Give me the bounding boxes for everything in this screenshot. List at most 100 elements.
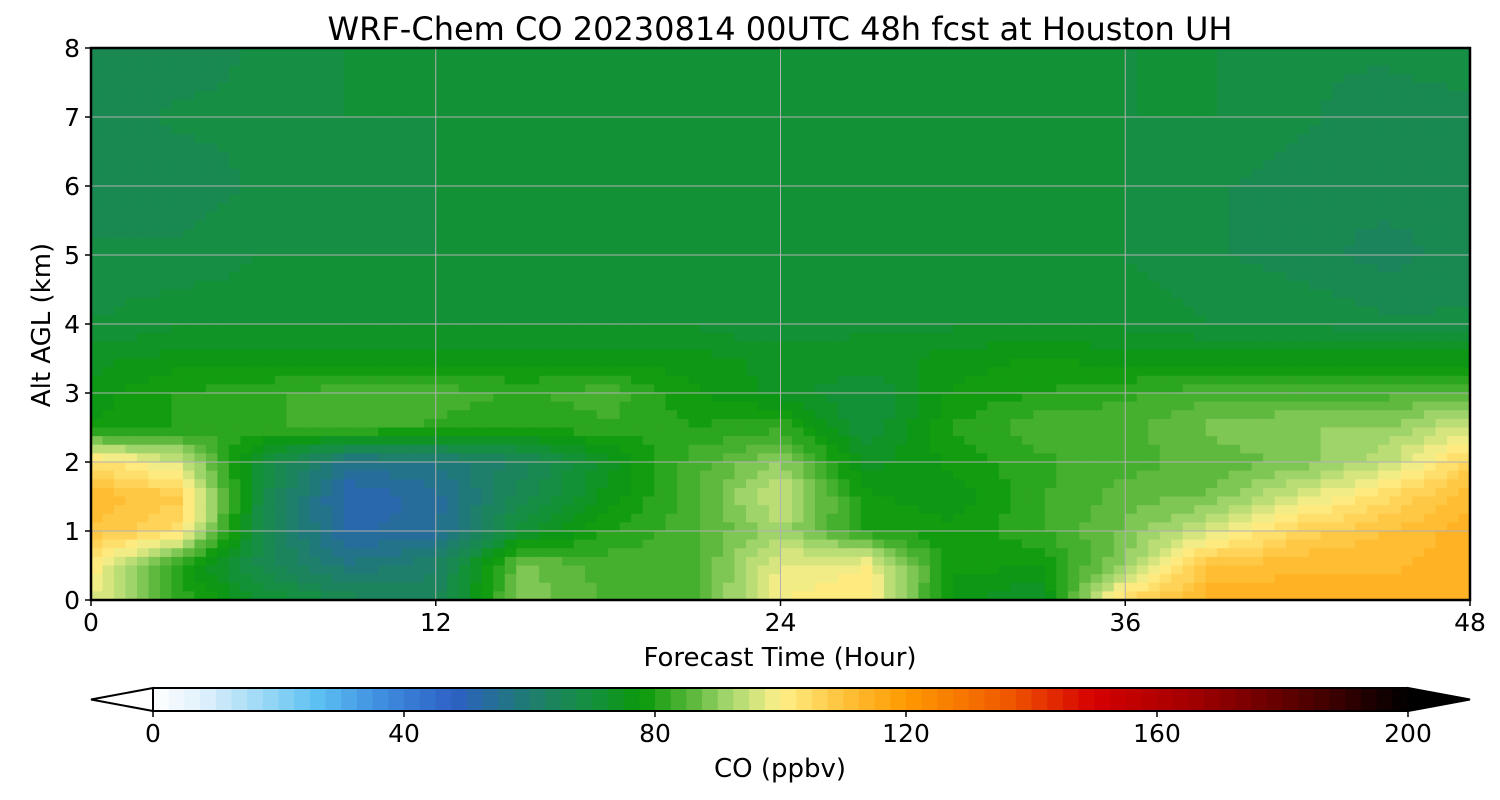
co-cell — [1251, 289, 1264, 299]
co-cell — [1251, 91, 1264, 101]
co-cell — [757, 220, 770, 230]
co-cell — [217, 134, 230, 144]
co-cell — [860, 272, 874, 282]
co-cell — [274, 108, 287, 118]
co-cell — [1033, 203, 1046, 213]
co-cell — [1320, 349, 1333, 360]
co-cell — [412, 306, 425, 316]
co-cell — [1320, 375, 1333, 385]
co-cell — [723, 211, 736, 222]
co-cell — [883, 125, 897, 135]
co-cell — [171, 401, 184, 411]
co-cell — [91, 401, 104, 411]
co-cell — [975, 220, 988, 230]
co-cell — [1182, 341, 1195, 351]
co-cell — [562, 315, 575, 325]
co-cell — [320, 125, 333, 135]
co-cell — [263, 246, 276, 256]
co-cell — [320, 99, 333, 109]
co-cell — [975, 384, 988, 394]
co-cell — [217, 341, 230, 351]
co-cell — [493, 341, 506, 351]
co-cell — [1389, 237, 1402, 247]
co-cell — [883, 255, 897, 265]
co-cell — [504, 99, 517, 109]
co-cell — [734, 168, 747, 178]
co-cell — [470, 229, 483, 239]
co-cell — [91, 229, 104, 239]
co-cell — [700, 194, 713, 204]
co-cell — [1309, 255, 1322, 265]
co-cell — [171, 358, 184, 368]
co-cell — [389, 367, 402, 377]
co-cell — [1355, 341, 1368, 351]
co-cell — [91, 177, 104, 187]
co-cell — [1355, 142, 1368, 153]
co-cell — [711, 99, 724, 109]
co-cell — [1251, 349, 1264, 360]
co-cell — [688, 237, 701, 247]
co-cell — [1125, 65, 1138, 75]
co-cell — [1217, 117, 1230, 127]
co-cell — [906, 142, 919, 153]
co-cell — [1343, 237, 1356, 247]
co-cell — [814, 229, 828, 239]
co-cell — [1021, 298, 1034, 308]
co-cell — [1412, 384, 1425, 394]
co-cell — [1458, 99, 1471, 109]
co-cell — [1194, 341, 1207, 351]
co-cell — [1090, 315, 1103, 325]
co-cell — [906, 82, 919, 92]
co-cell — [1343, 177, 1356, 187]
co-cell — [343, 220, 356, 230]
co-cell — [814, 358, 828, 368]
co-cell — [987, 82, 1000, 92]
co-cell — [654, 108, 667, 118]
co-cell — [194, 384, 207, 394]
co-cell — [1205, 306, 1218, 316]
co-cell — [1240, 263, 1253, 273]
co-cell — [1148, 186, 1161, 196]
co-cell — [849, 108, 862, 118]
co-cell — [458, 203, 471, 213]
co-cell — [619, 151, 632, 161]
co-cell — [378, 401, 391, 411]
co-cell — [217, 255, 230, 265]
co-cell — [355, 186, 368, 196]
co-cell — [251, 255, 264, 265]
co-cell — [228, 91, 241, 101]
co-cell — [573, 229, 586, 239]
co-cell — [1044, 315, 1057, 325]
co-cell — [297, 263, 310, 273]
co-cell — [447, 341, 460, 351]
co-cell — [1205, 125, 1218, 135]
co-cell — [1033, 324, 1046, 334]
co-cell — [1113, 65, 1126, 75]
co-cell — [1458, 237, 1471, 247]
co-cell — [734, 125, 747, 135]
co-cell — [619, 324, 632, 334]
co-cell — [1194, 91, 1207, 101]
co-cell — [929, 56, 942, 66]
co-cell — [343, 255, 356, 265]
co-cell — [700, 298, 713, 308]
co-cell — [688, 289, 701, 299]
co-cell — [1067, 237, 1080, 247]
co-cell — [182, 168, 196, 178]
co-cell — [1458, 117, 1471, 127]
co-cell — [1217, 272, 1230, 282]
co-cell — [631, 289, 644, 299]
co-cell — [1021, 384, 1034, 394]
co-cell — [906, 151, 919, 161]
co-cell — [1067, 56, 1080, 66]
co-cell — [1228, 134, 1241, 144]
co-cell — [1217, 341, 1230, 351]
co-cell — [1240, 142, 1253, 153]
co-cell — [1021, 358, 1034, 368]
co-cell — [883, 211, 897, 222]
co-cell — [849, 203, 862, 213]
co-cell — [424, 393, 437, 403]
co-cell — [1458, 134, 1471, 144]
co-cell — [1343, 306, 1356, 316]
co-cell — [1067, 263, 1080, 273]
